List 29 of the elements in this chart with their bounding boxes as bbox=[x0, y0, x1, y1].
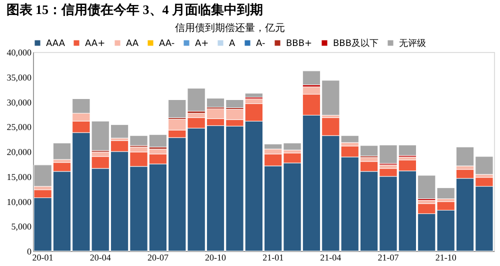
x-tick-label: 20-04 bbox=[90, 252, 112, 262]
y-tick-label: 5,000 bbox=[11, 222, 32, 232]
legend-label: 无评级 bbox=[399, 38, 426, 49]
y-tick-label: 20,000 bbox=[6, 147, 32, 157]
legend-label: AA+ bbox=[85, 38, 106, 49]
x-tick-label: 21-07 bbox=[378, 252, 400, 262]
legend-label: BBB及以下 bbox=[333, 38, 379, 49]
y-tick-label: 10,000 bbox=[6, 196, 32, 207]
legend-label: A- bbox=[256, 38, 266, 49]
x-tick-label: 20-10 bbox=[205, 252, 227, 262]
x-tick-label: 21-04 bbox=[320, 252, 342, 262]
y-tick-label: 35,000 bbox=[6, 72, 32, 82]
x-tick-label: 21-10 bbox=[435, 252, 457, 262]
x-tick-label: 21-01 bbox=[262, 252, 284, 262]
y-tick-label: 25,000 bbox=[6, 122, 32, 132]
legend-label: AA- bbox=[159, 38, 175, 49]
legend-label: AA bbox=[126, 38, 140, 49]
chart-title: 图表 15：信用债在今年 3、4 月面临集中到期 bbox=[6, 2, 263, 17]
legend-label: A bbox=[229, 38, 236, 49]
x-tick-label: 20-07 bbox=[147, 252, 169, 262]
legend-title: 信用债到期偿还量，亿元 bbox=[175, 22, 285, 34]
y-tick-label: 0 bbox=[27, 246, 32, 256]
x-tick-label: 20-01 bbox=[32, 252, 54, 262]
y-tick-label: 40,000 bbox=[6, 48, 32, 58]
legend-label: A+ bbox=[195, 38, 209, 49]
y-tick-label: 15,000 bbox=[6, 172, 32, 182]
y-tick-label: 30,000 bbox=[6, 97, 32, 108]
legend-label: BBB+ bbox=[286, 38, 312, 49]
legend-label: AAA bbox=[46, 38, 66, 49]
